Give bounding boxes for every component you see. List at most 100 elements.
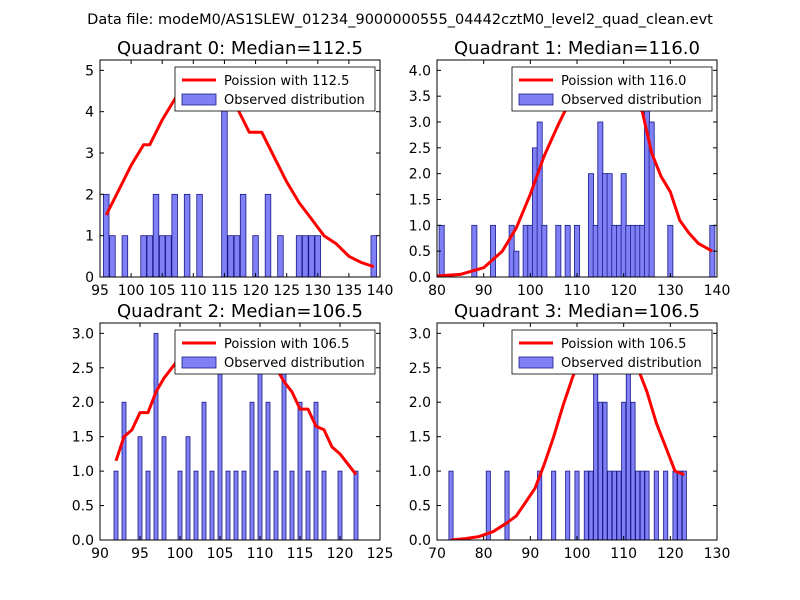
bar (513, 250, 520, 277)
bar (653, 470, 659, 540)
legend-bar-swatch (181, 356, 217, 369)
y-tick-label: 3.0 (409, 115, 431, 131)
bar (302, 235, 309, 277)
x-tick-label: 95 (131, 546, 149, 562)
bar (648, 121, 655, 277)
y-tick-label: 0.5 (409, 244, 431, 260)
x-tick-label: 115 (287, 546, 314, 562)
bar (551, 470, 557, 540)
x-tick-label: 100 (118, 283, 145, 299)
bar (281, 367, 287, 540)
x-tick-label: 140 (367, 283, 394, 299)
bar (370, 235, 377, 277)
legend-label-observed: Observed distribution (561, 93, 702, 108)
bar (536, 121, 543, 277)
bar (249, 401, 255, 540)
legend-label-poisson: Poission with 116.0 (561, 74, 686, 89)
y-tick-label: 0.5 (72, 499, 94, 515)
x-tick-label: 100 (517, 283, 544, 299)
x-tick-label: 110 (610, 546, 637, 562)
bar (297, 401, 303, 540)
bar (564, 224, 571, 277)
y-tick-label: 1.0 (409, 218, 431, 234)
bars-group (448, 332, 687, 540)
y-tick-label: 0 (85, 270, 94, 286)
x-tick-label: 140 (704, 283, 731, 299)
legend-label-observed: Observed distribution (224, 93, 365, 108)
y-tick-label: 5 (85, 63, 94, 79)
bar (265, 401, 271, 540)
bar (145, 470, 151, 540)
bar (153, 332, 159, 540)
bar (161, 436, 167, 540)
x-tick-label: 120 (657, 546, 684, 562)
y-tick-label: 0.0 (409, 533, 431, 549)
x-tick-label: 120 (610, 283, 637, 299)
legend-bar-swatch (181, 93, 217, 106)
bar (289, 470, 295, 540)
bar (644, 470, 650, 540)
bar (121, 235, 129, 277)
bar (616, 470, 622, 540)
bar (171, 193, 178, 277)
x-tick-label: 130 (657, 283, 684, 299)
bar (504, 470, 510, 540)
bar (681, 470, 687, 540)
bar (252, 235, 259, 277)
x-tick-label: 110 (180, 283, 207, 299)
bar (227, 235, 234, 277)
chart-title: Quadrant 1: Median=116.0 (454, 38, 700, 59)
quadrant-0-chart: 95 100 105 110 115 120 125 130 135 140 0 1 2 3 4 5 Quadr… (85, 38, 393, 299)
y-tick-label: 2.0 (409, 395, 431, 411)
bar (677, 470, 683, 540)
bar (225, 470, 231, 540)
bar (583, 470, 589, 540)
bar (193, 470, 199, 540)
bar (597, 401, 603, 540)
bar (140, 235, 147, 277)
bar (621, 401, 627, 540)
x-tick-label: 105 (149, 283, 176, 299)
bar (313, 401, 319, 540)
y-tick-label: 2.0 (72, 395, 94, 411)
bar (574, 224, 580, 277)
x-tick-label: 130 (704, 546, 731, 562)
x-tick-label: 80 (475, 546, 493, 562)
bar (607, 470, 613, 540)
legend: Poission with 106.5 Observed distribution (174, 329, 376, 375)
y-tick-label: 3 (85, 146, 94, 162)
x-tick-label: 125 (273, 283, 300, 299)
legend: Poission with 106.5 Observed distribution (511, 329, 713, 375)
bar (233, 235, 241, 277)
bar (485, 470, 491, 540)
bar (602, 401, 608, 540)
y-tick-label: 2.5 (72, 361, 94, 377)
bar (565, 470, 571, 540)
bar (165, 235, 172, 277)
bar (109, 235, 116, 277)
bar (663, 470, 669, 540)
y-tick-label: 1.5 (72, 430, 94, 446)
bar (672, 470, 678, 540)
bar (639, 470, 645, 540)
x-tick-label: 120 (242, 283, 269, 299)
x-tick-label: 110 (247, 546, 274, 562)
y-tick-label: 3.5 (409, 89, 431, 105)
bar (137, 436, 143, 540)
quadrant-1-chart: 80 90 100 110 120 130 140 0.0 0.5 1.0 1.5 2.0 2.5 3.0… (409, 38, 731, 299)
y-tick-label: 3.0 (72, 326, 94, 342)
bar (574, 470, 580, 540)
bar (146, 235, 153, 277)
bar (183, 193, 191, 277)
chart-title: Quadrant 0: Median=112.5 (117, 38, 363, 59)
bar (196, 193, 203, 277)
bar (630, 401, 636, 540)
bar (233, 470, 239, 540)
bar (177, 470, 183, 540)
bar (490, 224, 496, 277)
bar (239, 193, 247, 277)
y-tick-label: 2 (85, 187, 94, 203)
x-tick-label: 120 (327, 546, 354, 562)
bar (152, 193, 160, 277)
bar (541, 224, 548, 277)
